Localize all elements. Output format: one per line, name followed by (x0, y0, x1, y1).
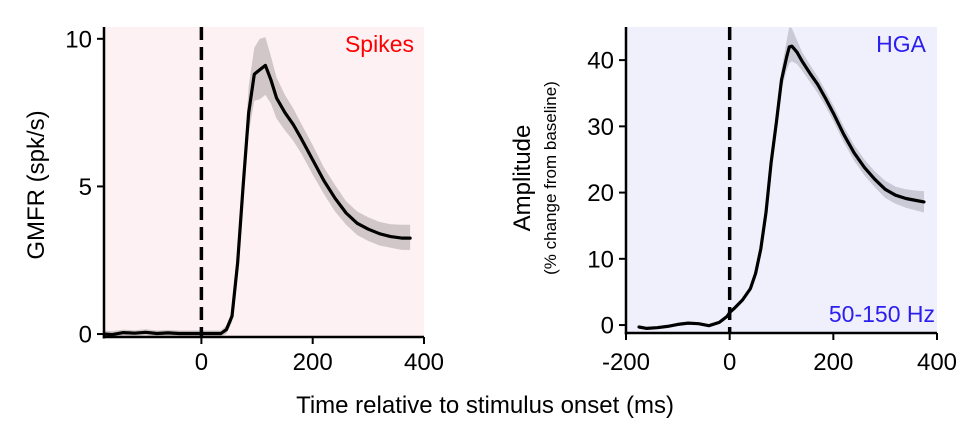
hga-xtick-label: 400 (917, 349, 957, 376)
spikes-xtick-label: 200 (293, 349, 333, 376)
spikes-annotation: Spikes (345, 31, 414, 57)
shared-xlabel: Time relative to stimulus onset (ms) (296, 392, 674, 419)
hga-ticks: -200 0 200 400 0 10 20 30 40 (587, 48, 957, 376)
hga-line-group (637, 44, 926, 330)
hga-panel: -200 0 200 400 0 10 20 30 40 HGA 50-150 Hz Ampli… (509, 27, 957, 376)
spikes-ylabel: GMFR (spk/s) (23, 110, 50, 259)
hga-axes (624, 27, 937, 335)
spikes-ytick-label: 0 (79, 322, 92, 349)
spikes-error-band (104, 37, 411, 339)
hga-ytick-label: 20 (587, 180, 614, 207)
spikes-band-group (104, 37, 411, 339)
spikes-ticks: 0 200 400 0 5 10 (65, 26, 444, 376)
spikes-axes (102, 27, 424, 339)
hga-xtick-label: 0 (723, 349, 736, 376)
spikes-line-group (102, 63, 412, 337)
hga-annotation: HGA (876, 31, 927, 57)
hga-frequency-annotation: 50-150 Hz (829, 301, 935, 327)
spikes-ytick-label: 10 (65, 26, 92, 53)
hga-ylabel: Amplitude (509, 125, 536, 232)
hga-ytick-label: 40 (587, 48, 614, 75)
hga-ylabel-sub: (% change from baseline) (541, 81, 560, 275)
spikes-xtick-label: 400 (404, 349, 444, 376)
spikes-xtick-label: 0 (195, 349, 208, 376)
hga-xtick-label: -200 (602, 349, 650, 376)
hga-xtick-label: 200 (813, 349, 853, 376)
hga-ytick-label: 10 (587, 246, 614, 273)
spikes-ytick-label: 5 (79, 174, 92, 201)
hga-ytick-label: 0 (601, 313, 614, 340)
spikes-mean-line (102, 63, 412, 337)
spikes-panel: 0 200 400 0 5 10 Spikes GMFR (spk/s) (23, 26, 444, 376)
hga-ytick-label: 30 (587, 114, 614, 141)
hga-mean-line (637, 44, 926, 330)
